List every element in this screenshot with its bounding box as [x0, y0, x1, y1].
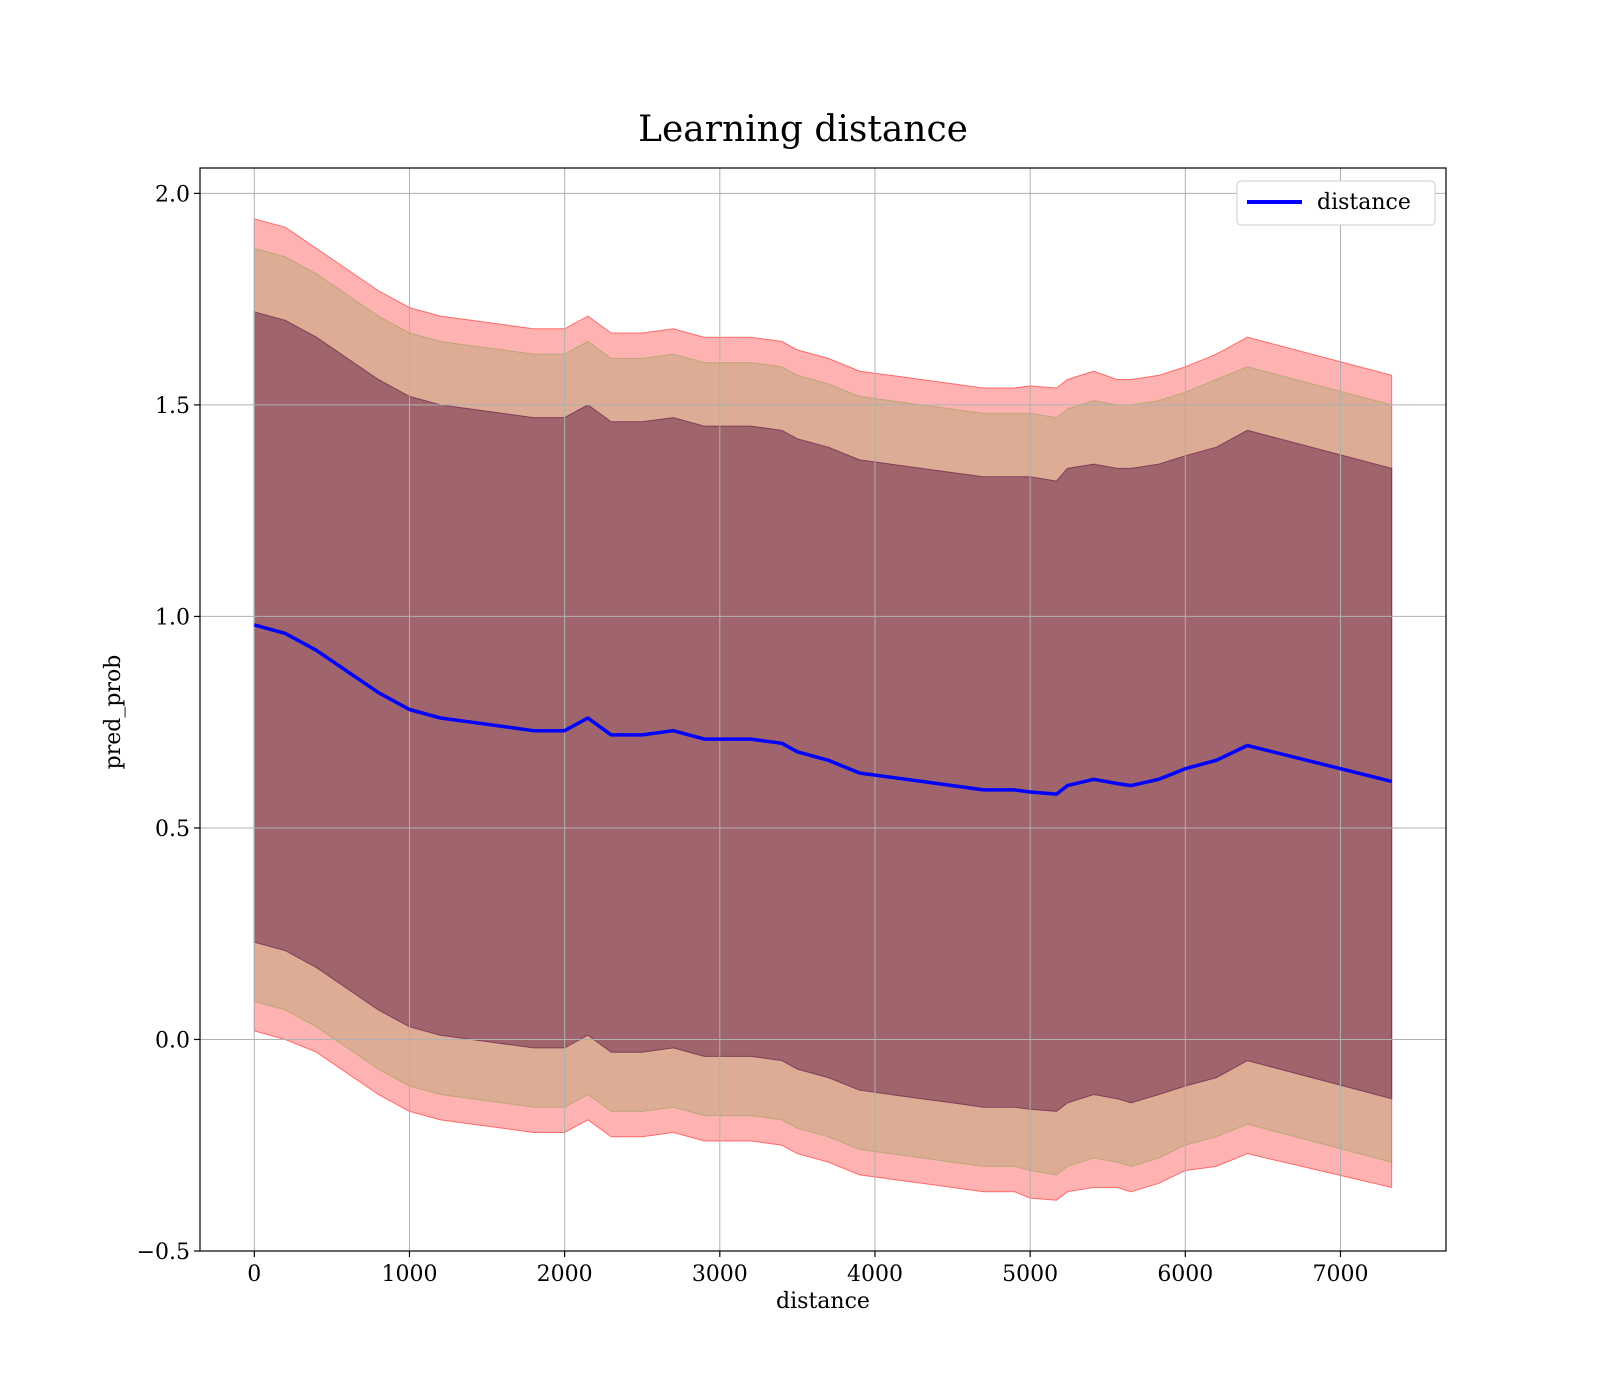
- y-axis-label: pred_prob: [101, 655, 126, 770]
- x-tick-label: 7000: [1312, 1262, 1368, 1287]
- y-tick-label: 1.5: [155, 394, 190, 419]
- x-tick-label: 3000: [692, 1262, 748, 1287]
- x-tick-label: 2000: [537, 1262, 593, 1287]
- x-tick-label: 5000: [1002, 1262, 1058, 1287]
- legend: distance: [1236, 180, 1436, 226]
- y-tick-label: 1.0: [155, 605, 190, 630]
- axis-ticks: 0 1000 2000 3000 4000 5000 6000 7000 −0.5 0.0 0.5 1…: [137, 182, 1369, 1287]
- y-tick-label: 2.0: [155, 182, 190, 207]
- x-tick-label: 4000: [847, 1262, 903, 1287]
- confidence-bands: [253, 218, 1393, 1201]
- y-tick-label: −0.5: [137, 1240, 190, 1265]
- y-tick-label: 0.0: [155, 1028, 190, 1053]
- x-tick-label: 0: [247, 1262, 261, 1287]
- plot-area: 0 1000 2000 3000 4000 5000 6000 7000 −0.5 0.0 0.5 1…: [137, 167, 1447, 1287]
- series-line-distance: [253, 623, 1393, 796]
- x-axis-label: distance: [776, 1289, 870, 1314]
- legend-label-distance: distance: [1317, 190, 1411, 215]
- plot-frame: [199, 167, 1447, 1252]
- confidence-band-3: [253, 311, 1393, 1112]
- legend-box: [1236, 180, 1436, 226]
- x-tick-label: 6000: [1157, 1262, 1213, 1287]
- chart-title: Learning distance: [638, 109, 968, 150]
- series-lines: [253, 623, 1393, 796]
- y-tick-label: 0.5: [155, 817, 190, 842]
- x-tick-label: 1000: [381, 1262, 437, 1287]
